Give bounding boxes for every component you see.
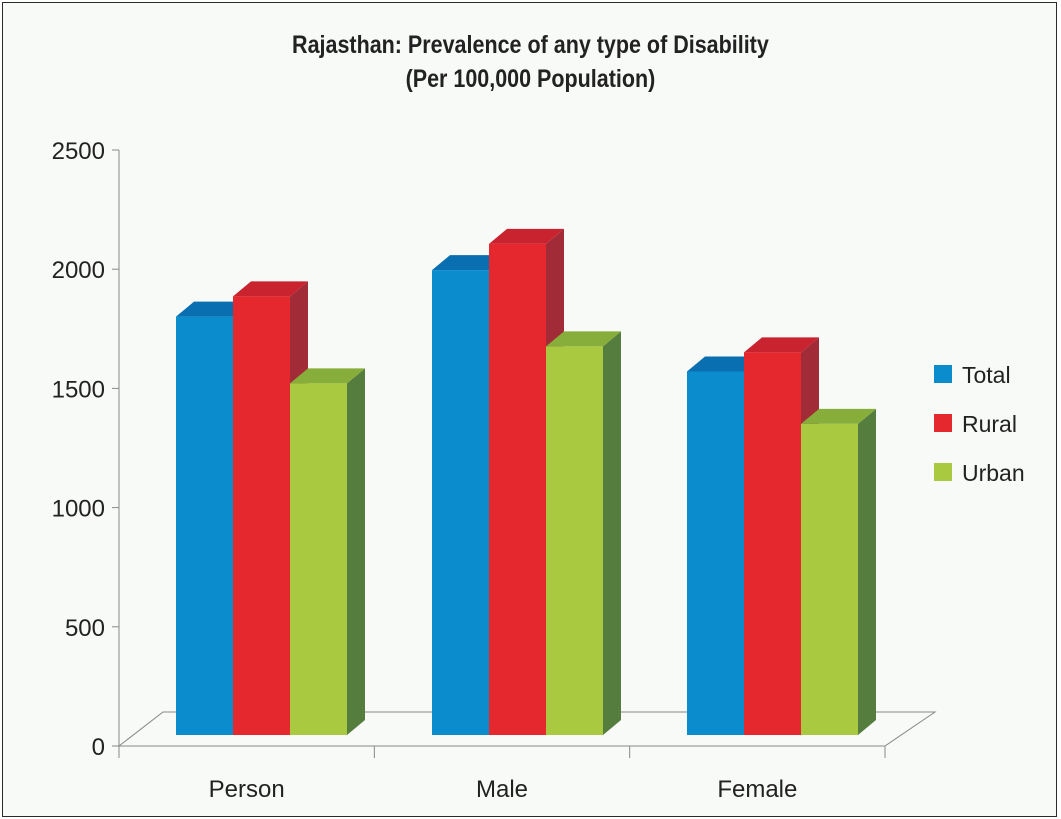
bar-top-face — [801, 408, 876, 424]
bar-top-face — [489, 228, 564, 244]
y-tick-label: 1500 — [52, 376, 105, 403]
bar-front-face — [801, 423, 858, 735]
x-category-label: Person — [209, 776, 285, 803]
legend: Total Rural Urban — [934, 362, 1025, 486]
x-category-label: Female — [717, 776, 797, 803]
bar-top-face — [233, 281, 308, 297]
x-category-label: Male — [476, 776, 528, 803]
bar-urban-person — [290, 368, 365, 735]
bar-top-face — [744, 337, 819, 353]
y-tick-label: 0 — [92, 734, 105, 761]
bar-front-face — [687, 371, 744, 735]
chart-title-line: Rajasthan: Prevalence of any type of Dis… — [292, 31, 769, 59]
bar-side-face — [603, 331, 621, 735]
axes-layer: 0 500 1000 1500 2000 2500 Person Male Female — [52, 138, 937, 803]
y-tick-label: 2000 — [52, 257, 105, 284]
bar-top-face — [687, 356, 762, 372]
legend-swatch — [934, 463, 952, 481]
chart-subtitle-line: (Per 100,000 Population) — [405, 65, 656, 93]
bar-front-face — [546, 346, 603, 735]
legend-label: Total — [962, 362, 1011, 388]
legend-item-urban: Urban — [934, 460, 1025, 486]
bar-front-face — [176, 316, 233, 735]
bar-front-face — [290, 383, 347, 735]
bar-top-face — [290, 368, 365, 384]
bar-front-face — [233, 296, 290, 735]
bar-top-face — [432, 255, 507, 271]
legend-item-rural: Rural — [934, 411, 1017, 437]
chart-title: Rajasthan: Prevalence of any type of Dis… — [74, 28, 986, 96]
bar-urban-female — [801, 408, 876, 735]
legend-item-total: Total — [934, 362, 1011, 388]
y-tick-label: 500 — [65, 615, 105, 642]
bar-front-face — [744, 352, 801, 735]
bars-layer — [176, 228, 876, 735]
legend-swatch — [934, 414, 952, 432]
y-tick-label: 2500 — [52, 138, 105, 165]
legend-label: Urban — [962, 460, 1025, 486]
legend-swatch — [934, 365, 952, 383]
bar-top-face — [546, 331, 621, 347]
bar-side-face — [858, 408, 876, 735]
y-tick-label: 1000 — [52, 496, 105, 523]
bar-front-face — [489, 243, 546, 735]
bar-top-face — [176, 301, 251, 317]
legend-label: Rural — [962, 411, 1017, 437]
bar-side-face — [347, 368, 365, 735]
bar-urban-male — [546, 331, 621, 735]
bar-front-face — [432, 270, 489, 735]
